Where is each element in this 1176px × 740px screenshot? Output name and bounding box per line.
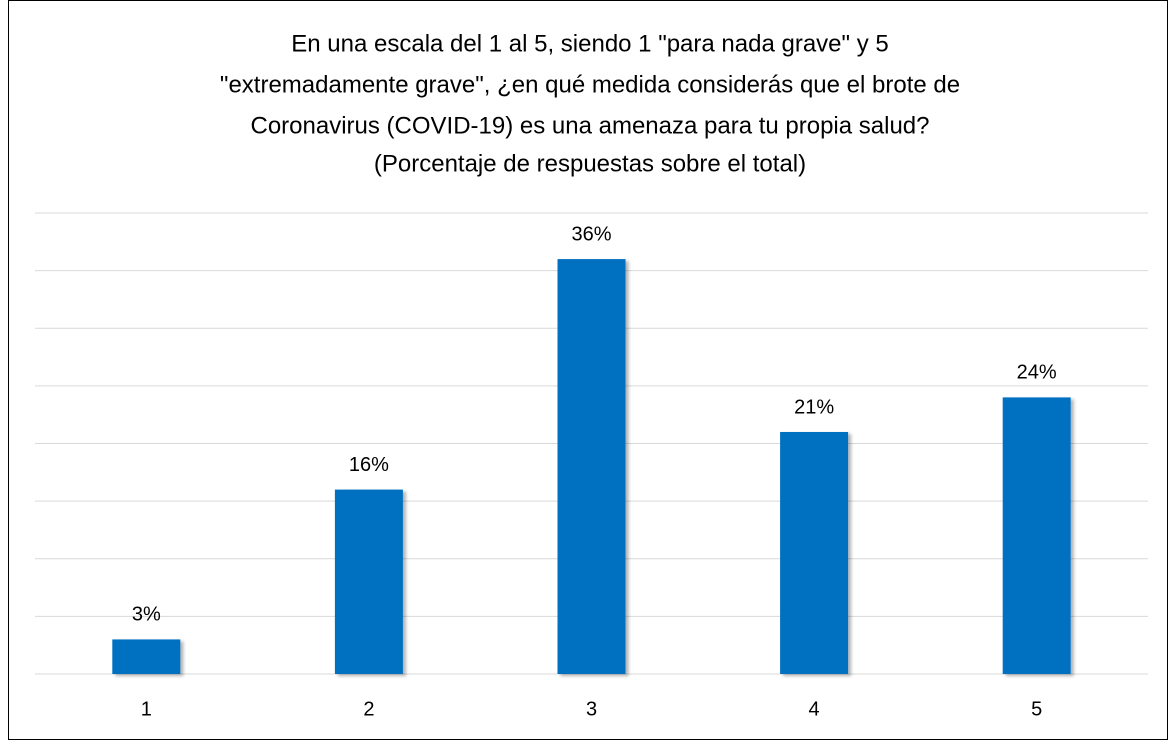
data-label: 16% — [349, 454, 389, 476]
data-label: 21% — [794, 396, 834, 418]
bar — [557, 259, 626, 674]
chart-title: Coronavirus (COVID-19) es una amenaza pa… — [250, 112, 929, 139]
chart-title: En una escala del 1 al 5, siendo 1 "para… — [291, 30, 888, 57]
chart-title: "extremadamente grave", ¿en qué medida c… — [220, 71, 960, 98]
data-label: 3% — [132, 604, 161, 626]
bar — [1002, 397, 1071, 674]
x-tick-label: 1 — [141, 698, 152, 720]
bar — [112, 639, 181, 674]
bar — [334, 489, 403, 674]
data-label: 36% — [571, 223, 611, 245]
data-label: 24% — [1017, 362, 1057, 384]
x-tick-label: 3 — [586, 698, 597, 720]
x-tick-label: 5 — [1031, 698, 1042, 720]
chart-subtitle: (Porcentaje de respuestas sobre el total… — [374, 150, 806, 177]
bar — [780, 431, 849, 674]
x-tick-label: 4 — [809, 698, 820, 720]
x-tick-label: 2 — [363, 698, 374, 720]
